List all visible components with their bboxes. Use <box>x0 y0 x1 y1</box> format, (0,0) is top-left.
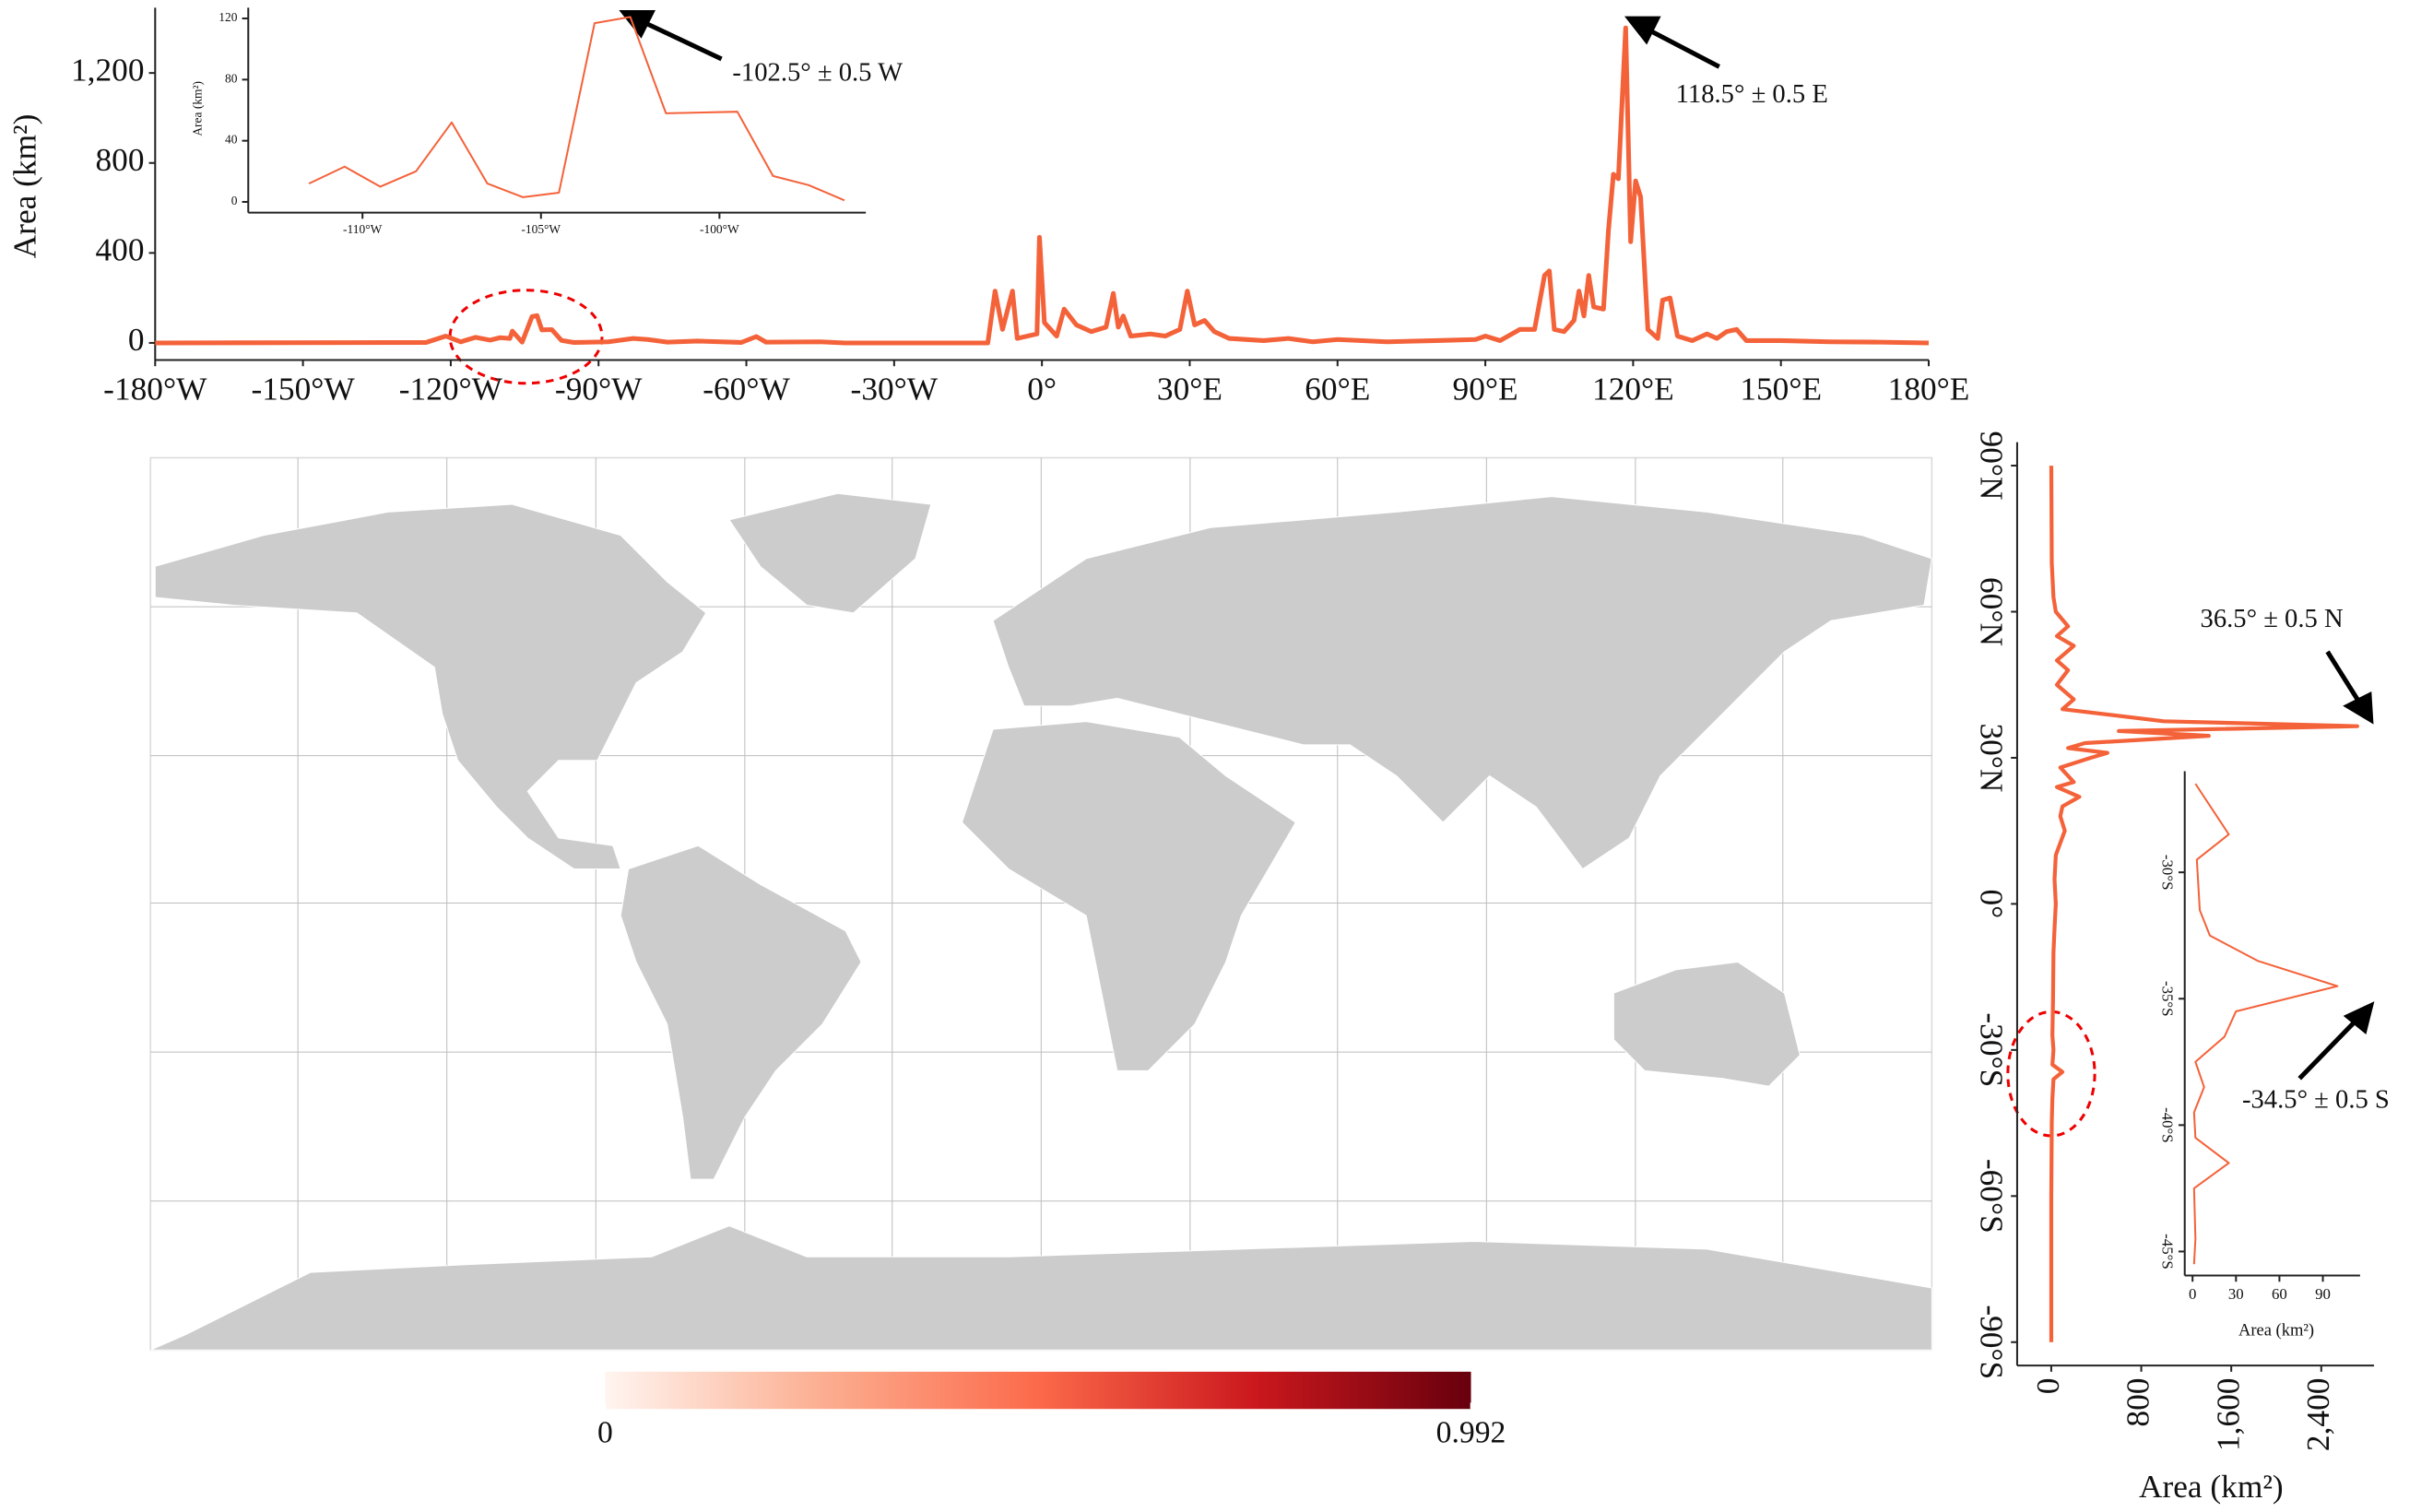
y-tick-label: 1,200 <box>71 52 144 88</box>
x-tick-label: -90°W <box>555 371 643 407</box>
x-tick-label: -30°W <box>851 371 939 407</box>
y-tick-label: -60°S <box>1974 1159 2010 1234</box>
x-tick-label: 120°E <box>1592 371 1674 407</box>
north-america <box>154 503 707 870</box>
y-tick-label: 30°N <box>1974 723 2010 792</box>
colorbar-label: 0 <box>597 1416 613 1450</box>
x-tick-label: -110°W <box>343 222 383 236</box>
highlight-ellipse <box>448 289 604 385</box>
y-tick-label: 80 <box>225 71 238 85</box>
data-line <box>2192 783 2339 1265</box>
y-tick-label: -90°S <box>1974 1305 2010 1379</box>
x-tick-label: 1,600 <box>2210 1378 2246 1452</box>
y-tick-label: 400 <box>96 231 145 267</box>
annotation: 36.5° ± 0.5 N <box>2201 605 2344 633</box>
y-tick-label: 40 <box>225 133 238 147</box>
annotation: -34.5° ± 0.5 S <box>2242 1086 2390 1115</box>
x-tick-label: 90 <box>2315 1285 2331 1303</box>
colorbar <box>605 1371 1471 1410</box>
y-axis-title: Area (km²) <box>191 81 205 136</box>
x-tick-label: -150°W <box>251 371 355 407</box>
africa <box>961 721 1297 1071</box>
x-tick-label: 800 <box>2120 1378 2156 1427</box>
x-tick-label: 150°E <box>1740 371 1822 407</box>
antarctica <box>150 1225 1932 1351</box>
y-tick-label: 120 <box>218 10 237 24</box>
y-axis-title: Area (km²) <box>6 114 42 259</box>
greenland <box>728 492 932 614</box>
y-tick-label: -30°S <box>1974 1012 2010 1087</box>
x-tick-label: 0 <box>2189 1285 2196 1303</box>
y-tick-label: 0 <box>128 322 145 358</box>
x-tick-label: -120°W <box>399 371 503 407</box>
y-tick-label: 60°N <box>1974 577 2010 646</box>
x-tick-label: 30 <box>2228 1285 2244 1303</box>
annotation: -102.5° ± 0.5 W <box>732 58 903 87</box>
eurasia <box>992 496 1932 870</box>
south-america <box>620 845 862 1180</box>
x-tick-label: 2,400 <box>2300 1378 2336 1452</box>
x-tick-label: -105°W <box>521 222 561 236</box>
colorbar-label: 0.992 <box>1436 1416 1506 1450</box>
x-tick-label: 60 <box>2272 1285 2287 1303</box>
data-line <box>155 25 1930 346</box>
y-tick-label: -40°S <box>2159 1107 2177 1143</box>
x-tick-label: 90°E <box>1453 371 1518 407</box>
x-tick-label: 180°E <box>1888 371 1970 407</box>
y-tick-label: 90°N <box>1974 431 2010 501</box>
y-tick-label: -30°S <box>2159 855 2177 891</box>
y-tick-label: -35°S <box>2159 981 2177 1017</box>
annotation: 118.5° ± 0.5 E <box>1676 80 1828 109</box>
x-tick-label: -180°W <box>103 371 207 407</box>
world-map <box>149 456 1933 1352</box>
australia <box>1612 961 1801 1087</box>
y-tick-label: 0° <box>1974 889 2010 918</box>
x-tick-label: 0° <box>1027 371 1057 407</box>
x-tick-label: 60°E <box>1305 371 1370 407</box>
y-tick-label: 800 <box>96 142 145 178</box>
y-tick-label: 0 <box>231 194 238 207</box>
x-tick-label: -60°W <box>703 371 790 407</box>
x-tick-label: 30°E <box>1157 371 1222 407</box>
x-axis-title: Area (km²) <box>2139 1469 2284 1505</box>
x-axis-title: Area (km²) <box>2238 1321 2314 1340</box>
arrows <box>619 9 2375 1081</box>
x-tick-label: 0 <box>2030 1378 2066 1395</box>
highlight-ellipse <box>2006 1010 2096 1138</box>
data-line <box>308 16 845 202</box>
x-tick-label: -100°W <box>700 222 739 236</box>
y-tick-label: -45°S <box>2159 1234 2177 1270</box>
data-line <box>2049 466 2359 1342</box>
